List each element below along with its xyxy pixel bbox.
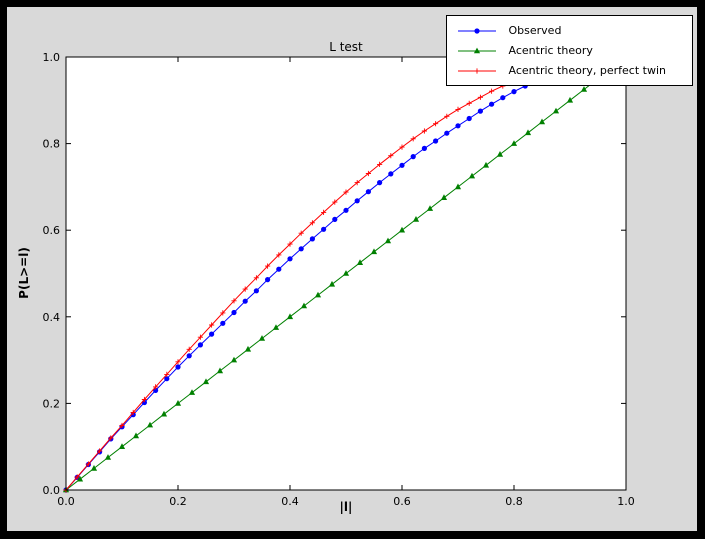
axis-ticks [65,56,627,491]
svg-text:0.2: 0.2 [43,397,61,410]
legend: Observed Acentric theory Acentric theory, … [445,15,693,86]
svg-text:0.6: 0.6 [393,495,411,508]
axes-frame [65,56,627,491]
legend-label: Acentric theory [508,44,593,57]
svg-text:0.2: 0.2 [169,495,187,508]
svg-text:0.4: 0.4 [281,495,299,508]
svg-text:1.0: 1.0 [617,495,635,508]
svg-text:0.8: 0.8 [505,495,523,508]
svg-text:0.0: 0.0 [43,484,61,497]
legend-sample-circle-icon [457,27,496,34]
y-axis-label: P(L>=l) [17,247,31,299]
legend-item: Observed [455,22,666,39]
svg-text:0.0: 0.0 [57,495,75,508]
legend-label: Acentric theory, perfect twin [508,64,666,77]
legend-item: Acentric theory [455,42,666,59]
x-axis-label: |l| [339,500,353,514]
legend-sample-triangle-icon [457,47,496,53]
svg-text:0.6: 0.6 [43,224,61,237]
svg-text:0.8: 0.8 [43,138,61,151]
legend-sample-plus-icon [457,67,496,74]
y-tick-labels: 0.0 0.2 0.4 0.6 0.8 1.0 [43,51,61,497]
svg-text:0.4: 0.4 [43,311,61,324]
legend-label: Observed [508,24,562,37]
chart-title: L test [329,40,363,54]
legend-item: Acentric theory, perfect twin [455,62,666,79]
svg-text:1.0: 1.0 [43,51,61,64]
x-tick-labels: 0.0 0.2 0.4 0.6 0.8 1.0 [57,495,635,508]
